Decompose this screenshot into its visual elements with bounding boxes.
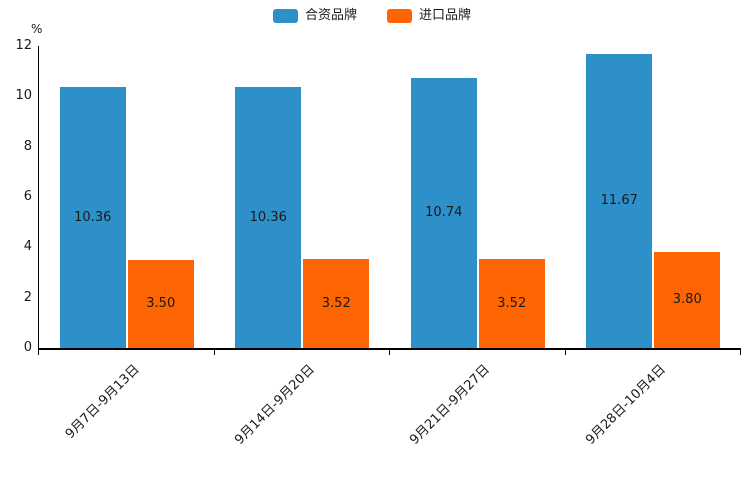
y-axis-unit-label: % bbox=[31, 22, 43, 36]
bar-进口品牌-0 bbox=[127, 259, 194, 348]
bar-合资品牌-2 bbox=[410, 77, 477, 348]
x-axis-tick-mark bbox=[740, 350, 741, 355]
y-axis-tick-label: 4 bbox=[23, 239, 32, 255]
bar-合资品牌-0 bbox=[59, 87, 126, 348]
x-axis-tick-mark bbox=[564, 350, 566, 355]
x-axis-label-1: 9月14日-9月20日 bbox=[232, 362, 318, 448]
x-axis-tick-mark bbox=[38, 350, 39, 355]
y-axis-tick-label: 8 bbox=[23, 138, 32, 154]
bar-value-label: 10.36 bbox=[249, 209, 287, 225]
bar-value-label: 3.52 bbox=[497, 295, 527, 311]
legend: 合资品牌 进口品牌 bbox=[0, 9, 744, 23]
bar-value-label: 10.74 bbox=[425, 204, 463, 220]
bar-value-label: 3.52 bbox=[321, 295, 351, 311]
bar-value-label: 10.36 bbox=[74, 209, 112, 225]
x-axis-tick-mark bbox=[213, 350, 215, 355]
bar-合资品牌-3 bbox=[586, 54, 653, 348]
legend-label: 合资品牌 bbox=[304, 8, 357, 23]
bar-value-label: 11.67 bbox=[600, 193, 638, 209]
bar-合资品牌-1 bbox=[235, 87, 302, 348]
y-axis-tick-label: 0 bbox=[23, 340, 32, 355]
y-axis-tick-label: 2 bbox=[23, 289, 32, 305]
y-axis-tick-label: 12 bbox=[15, 38, 32, 53]
plot-area: 10.36 10.36 10.74 11.67 3.50 3.52 3.52 3.80 bbox=[38, 46, 741, 350]
bar-进口品牌-2 bbox=[478, 259, 545, 348]
legend-item-1[interactable]: 进口品牌 bbox=[387, 9, 471, 23]
legend-swatch-icon bbox=[272, 9, 298, 23]
bar-value-label: 3.80 bbox=[672, 292, 702, 308]
bar-进口品牌-3 bbox=[654, 252, 721, 348]
legend-swatch-icon bbox=[387, 9, 412, 23]
bar-进口品牌-1 bbox=[303, 259, 370, 348]
x-axis-tick-mark bbox=[389, 350, 390, 355]
bar-value-label: 3.50 bbox=[146, 295, 176, 311]
legend-item-0[interactable]: 合资品牌 bbox=[272, 8, 357, 23]
y-axis-tick-label: 6 bbox=[23, 189, 32, 204]
x-axis-label-2: 9月21日-9月27日 bbox=[407, 362, 494, 448]
x-axis-label-0: 9月7日-9月13日 bbox=[62, 362, 143, 442]
x-axis-label-3: 9月28日-10月4日 bbox=[583, 362, 669, 448]
y-axis-tick-label: 10 bbox=[15, 88, 32, 104]
legend-label: 进口品牌 bbox=[419, 8, 472, 23]
